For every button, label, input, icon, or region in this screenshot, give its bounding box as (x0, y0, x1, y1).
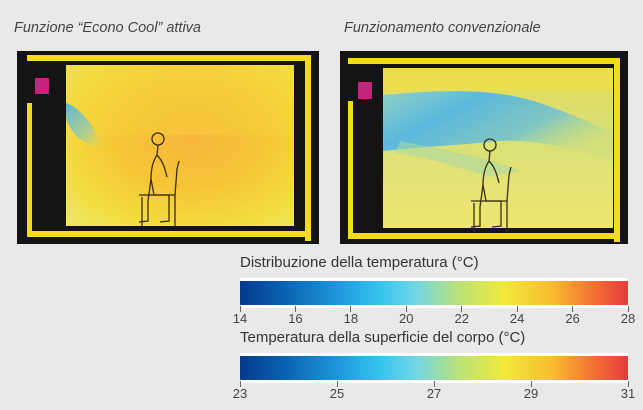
scale-tick-label: 18 (343, 311, 359, 326)
temperature-scale-title: Distribuzione della temperatura (°C) (240, 254, 479, 271)
left-panel-caption: Funzione “Econo Cool” attiva (14, 20, 201, 36)
scale-tick (239, 381, 241, 387)
econo-cool-thermal-image (17, 51, 319, 244)
scale-tick (572, 306, 574, 312)
scale-tick (627, 306, 629, 312)
scale-tick-label: 24 (509, 311, 525, 326)
temperature-color-bar (240, 278, 628, 308)
scale-tick (239, 306, 241, 312)
scale-tick (350, 306, 352, 312)
scale-tick (530, 381, 532, 387)
scale-tick (461, 306, 463, 312)
scale-tick-label: 22 (454, 311, 469, 326)
scale-tick (294, 306, 296, 312)
body-temperature-scale-title: Temperatura della superficie del corpo (… (240, 329, 526, 346)
scale-tick (627, 381, 629, 387)
conventional-thermal-image (340, 51, 628, 244)
scale-tick-label: 29 (523, 386, 539, 401)
scale-tick-label: 26 (565, 311, 580, 326)
scale-tick-label: 25 (329, 386, 345, 401)
scale-tick (516, 306, 518, 312)
scale-tick-label: 14 (232, 311, 248, 326)
scale-tick-label: 23 (232, 386, 248, 401)
scale-tick (336, 381, 338, 387)
scale-tick-label: 28 (620, 311, 636, 326)
scale-tick (405, 306, 407, 312)
scale-tick-label: 16 (288, 311, 303, 326)
scale-tick (433, 381, 435, 387)
body-temperature-color-bar (240, 353, 628, 383)
scale-tick-label: 20 (399, 311, 414, 326)
scale-tick-label: 31 (620, 386, 636, 401)
right-panel-caption: Funzionamento convenzionale (344, 20, 541, 36)
scale-tick-label: 27 (426, 386, 442, 401)
